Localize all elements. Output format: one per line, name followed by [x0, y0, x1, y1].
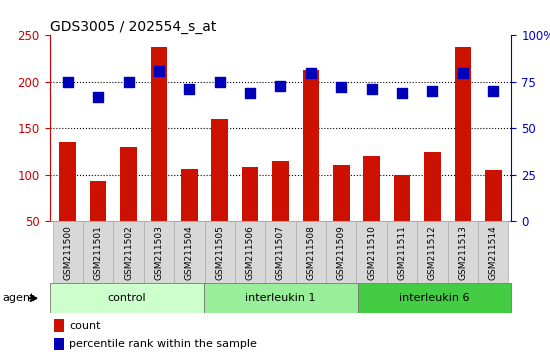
Text: interleukin 6: interleukin 6 [399, 293, 470, 303]
Bar [174, 221, 205, 283]
Text: GSM211504: GSM211504 [185, 225, 194, 280]
Bar [485, 170, 502, 221]
Text: GDS3005 / 202554_s_at: GDS3005 / 202554_s_at [50, 21, 216, 34]
Text: GSM211508: GSM211508 [306, 225, 315, 280]
Bar [265, 221, 296, 283]
Text: count: count [69, 320, 101, 331]
Bar [394, 175, 410, 221]
Text: control: control [107, 293, 146, 303]
Text: percentile rank within the sample: percentile rank within the sample [69, 339, 257, 349]
Text: GSM211509: GSM211509 [337, 225, 346, 280]
Text: interleukin 1: interleukin 1 [245, 293, 316, 303]
Bar [59, 142, 76, 221]
Point [428, 88, 437, 94]
Bar [333, 165, 350, 221]
Point [124, 79, 133, 85]
Bar [302, 70, 319, 221]
Bar [144, 221, 174, 283]
Bar [448, 221, 478, 283]
Point [246, 90, 255, 96]
Text: GSM211503: GSM211503 [155, 225, 163, 280]
Bar [424, 152, 441, 221]
Text: GSM211513: GSM211513 [458, 225, 468, 280]
Point [459, 70, 468, 75]
Point [367, 86, 376, 92]
Bar [83, 221, 113, 283]
Point [185, 86, 194, 92]
Bar [151, 46, 167, 221]
Bar [364, 156, 380, 221]
Bar [53, 221, 83, 283]
Bar [211, 119, 228, 221]
Bar [272, 161, 289, 221]
Text: GSM211505: GSM211505 [215, 225, 224, 280]
Point [215, 79, 224, 85]
Point [276, 83, 285, 88]
Text: GSM211514: GSM211514 [489, 225, 498, 280]
Bar [120, 147, 137, 221]
Bar [54, 338, 64, 350]
Bar [235, 221, 265, 283]
Bar [478, 221, 508, 283]
Point [306, 70, 315, 75]
Text: GSM211507: GSM211507 [276, 225, 285, 280]
Point [337, 85, 346, 90]
Bar [387, 221, 417, 283]
Bar [417, 221, 448, 283]
Point [398, 90, 406, 96]
Bar [454, 46, 471, 221]
Text: GSM211502: GSM211502 [124, 225, 133, 280]
Text: GSM211506: GSM211506 [246, 225, 255, 280]
Point [489, 88, 498, 94]
Bar [204, 283, 358, 313]
Point [155, 68, 163, 74]
Bar [205, 221, 235, 283]
Bar [90, 181, 107, 221]
Text: GSM211501: GSM211501 [94, 225, 103, 280]
Bar [50, 283, 204, 313]
Bar [113, 221, 144, 283]
Text: GSM211500: GSM211500 [63, 225, 72, 280]
Text: GSM211510: GSM211510 [367, 225, 376, 280]
Bar [54, 319, 64, 332]
Bar [356, 221, 387, 283]
Bar [181, 169, 197, 221]
Point [94, 94, 102, 99]
Text: agent: agent [3, 293, 35, 303]
Text: GSM211512: GSM211512 [428, 225, 437, 280]
Point [63, 79, 72, 85]
Bar [296, 221, 326, 283]
Text: GSM211511: GSM211511 [398, 225, 406, 280]
Bar [242, 167, 258, 221]
Bar [358, 283, 512, 313]
Bar [326, 221, 356, 283]
